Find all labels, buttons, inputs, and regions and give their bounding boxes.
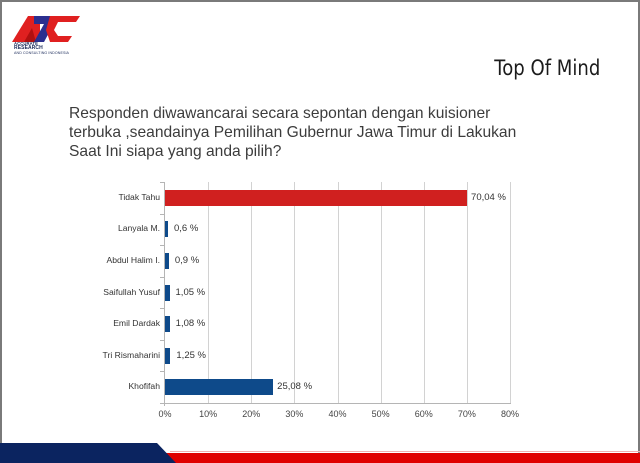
arc-logo: ACCURATE RESEARCH AND CONSULTING INDONES… [10,12,82,56]
footer-red-stripe [150,453,640,463]
category-label: Abdul Halim I. [106,254,161,265]
y-tick [160,403,164,404]
y-tick [160,340,164,341]
y-tick [160,277,164,278]
bar [165,252,169,269]
survey-question: Responden diwawancarai secara sepontan d… [69,105,517,160]
category-label: Saifullah Yusuf [103,286,160,297]
y-tick [160,182,164,183]
value-label: 1,05 % [175,286,206,298]
bar [165,379,274,396]
footer-blue-band [0,443,176,463]
y-tick [160,308,164,309]
x-tick-label: 60% [414,409,433,419]
x-tick-label: 20% [242,409,261,419]
gridline [294,182,295,403]
value-label: 25,08 % [277,381,313,393]
y-axis [164,182,165,406]
value-label: 1,08 % [175,318,206,330]
bar [165,189,468,206]
bar [165,221,168,238]
gridline [251,182,252,403]
gridline [510,182,511,403]
bar [165,284,170,301]
value-label: 0,6 % [174,223,199,235]
slide-title: Top Of Mind [493,56,600,80]
x-tick-label: 30% [285,409,304,419]
x-tick-label: 0% [158,409,172,419]
category-label: Emil Dardak [113,318,160,329]
x-tick-label: 50% [371,409,390,419]
logo-line-2: RESEARCH [14,45,43,51]
x-tick-label: 80% [500,409,520,419]
y-tick [160,214,164,215]
x-tick-label: 70% [457,409,476,419]
logo-line-3: AND CONSULTING INDONESIA [14,51,70,55]
logo-line-1: ACCURATE [14,41,38,46]
category-label: Tri Rismaharini [102,349,160,360]
footer-accent-line [170,451,640,452]
category-label: Lanyala M. [117,223,160,234]
gridline [381,182,382,403]
value-label: 0,9 % [174,254,200,266]
value-label: 70,04 % [471,191,506,203]
logo-mark-icon [12,16,80,42]
category-label: Khofifah [128,381,160,392]
gridline [424,182,425,403]
gridline [208,182,209,403]
y-tick [160,371,164,372]
x-tick-label: 10% [199,409,218,419]
y-tick [160,245,164,246]
x-axis [164,403,511,404]
gridline [467,182,468,403]
gridline [338,182,339,403]
bar [165,316,170,333]
x-tick-label: 40% [328,409,347,419]
category-label: Tidak Tahu [118,191,160,202]
value-label: 1,25 % [176,349,206,361]
bar [165,347,171,364]
